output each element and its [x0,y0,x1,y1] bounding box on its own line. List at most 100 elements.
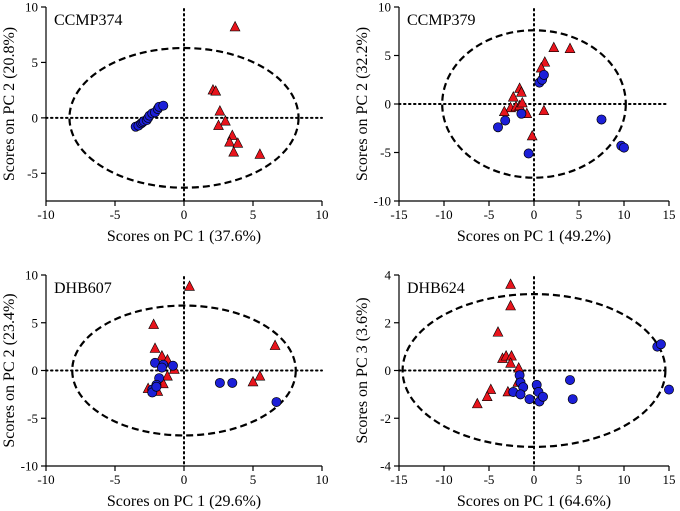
triangle-point [538,104,550,116]
y-tick-label: -10 [21,459,38,474]
x-tick-label: -10 [37,207,54,222]
circle-point [156,362,167,373]
circle-point [158,100,169,111]
triangle-point [507,91,519,102]
y-tick-label: 5 [32,55,39,70]
x-tick-label: 10 [316,207,329,222]
triangle-point [149,342,161,353]
x-axis-label: Scores on PC 1 (49.2%) [457,228,611,245]
circle-point [565,375,575,385]
triangle-point [564,42,576,53]
y-tick-label: 10 [378,0,391,15]
x-tick-label: -5 [110,472,121,487]
x-tick-label: 5 [576,472,583,487]
x-tick-label: 0 [181,472,188,487]
y-tick-label: 0 [385,363,392,378]
x-tick-label: 10 [618,472,631,487]
x-tick-label: 5 [250,207,257,222]
x-tick-label: -10 [435,472,452,487]
circle-point [619,142,629,153]
circle-point [227,377,238,388]
triangle-point [213,119,224,130]
triangle-point [220,115,231,126]
y-tick-label: 5 [32,315,39,330]
triangle-point [516,96,528,108]
panel-title: CCMP374 [54,12,122,29]
triangle-point [481,390,493,402]
y-tick-label: -4 [380,459,391,474]
x-tick-label: 5 [250,472,257,487]
x-tick-label: -15 [390,207,407,222]
x-tick-label: -10 [435,207,452,222]
circle-point [515,389,526,400]
circle-point [596,114,607,125]
circle-point [151,381,162,392]
x-tick-label: 10 [618,207,631,222]
x-axis-label: Scores on PC 1 (29.6%) [107,493,261,510]
y-axis-label: Scores on PC 3 (3.6%) [354,297,371,443]
y-axis-label: Scores on PC 2 (20.8%) [1,27,18,181]
panel-title: CCMP379 [407,12,475,29]
y-tick-label: 5 [385,48,392,63]
panel-title: DHB607 [54,280,112,297]
triangle-point [485,383,497,394]
x-axis-label: Scores on PC 1 (64.6%) [457,493,611,510]
circle-point [655,339,666,350]
x-tick-label: -5 [110,207,121,222]
circle-point [500,115,511,126]
triangle-point [254,370,266,381]
confidence-ellipse [71,304,297,437]
triangle-point [254,148,266,159]
y-tick-label: -10 [374,194,391,209]
circle-point [214,377,225,388]
x-tick-label: -10 [37,472,54,487]
circle-point [664,384,674,395]
triangle-point [505,299,516,311]
y-tick-label: -5 [380,145,391,160]
x-tick-label: 15 [663,472,676,487]
y-tick-label: -5 [27,166,38,181]
circle-point [524,394,535,405]
triangle-point [162,370,173,381]
panel-dhb624: -15 -10 -5 0 5 10 15 -4 -2 0 2 4 DHB624 Scores on PC … [354,268,676,511]
triangle-point [232,137,244,148]
circle-point [168,360,178,371]
triangle-point [229,20,241,32]
x-tick-label: -5 [484,207,495,222]
circle-point [271,397,282,407]
x-tick-label: -5 [484,472,495,487]
y-tick-label: 4 [385,268,392,283]
triangle-point [269,339,281,350]
triangle-point [184,280,195,291]
triangle-point [539,56,551,67]
triangle-point [548,41,560,53]
y-tick-label: 10 [25,268,38,283]
triangle-point [516,86,527,97]
x-tick-label: -15 [390,472,407,487]
circle-point [516,108,527,119]
circle-point [538,391,548,402]
circle-point [538,69,549,80]
triangle-point [228,146,240,157]
circle-point [567,394,578,405]
y-tick-label: 10 [25,0,38,15]
triangle-point [210,85,222,96]
triangle-point [526,129,538,141]
x-tick-label: 0 [181,207,188,222]
triangle-point [224,136,235,147]
x-tick-label: 0 [531,472,538,487]
panel-title: DHB624 [407,280,465,297]
y-axis-label: Scores on PC 2 (23.4%) [1,293,18,447]
x-tick-label: 0 [531,207,538,222]
confidence-ellipse [401,293,667,449]
y-tick-label: 0 [32,363,39,378]
confidence-ellipse [441,29,627,179]
triangle-point [505,357,516,368]
triangle-point [471,397,483,409]
panel-ccmp374: -10 -5 0 5 10 -5 0 5 10 CCMP374 Scores on PC 1 (37… [1,0,329,245]
y-axis-label: Scores on PC 2 (32.2%) [354,27,371,181]
confidence-ellipse [68,46,300,189]
x-axis-label: Scores on PC 1 (37.6%) [107,228,261,245]
